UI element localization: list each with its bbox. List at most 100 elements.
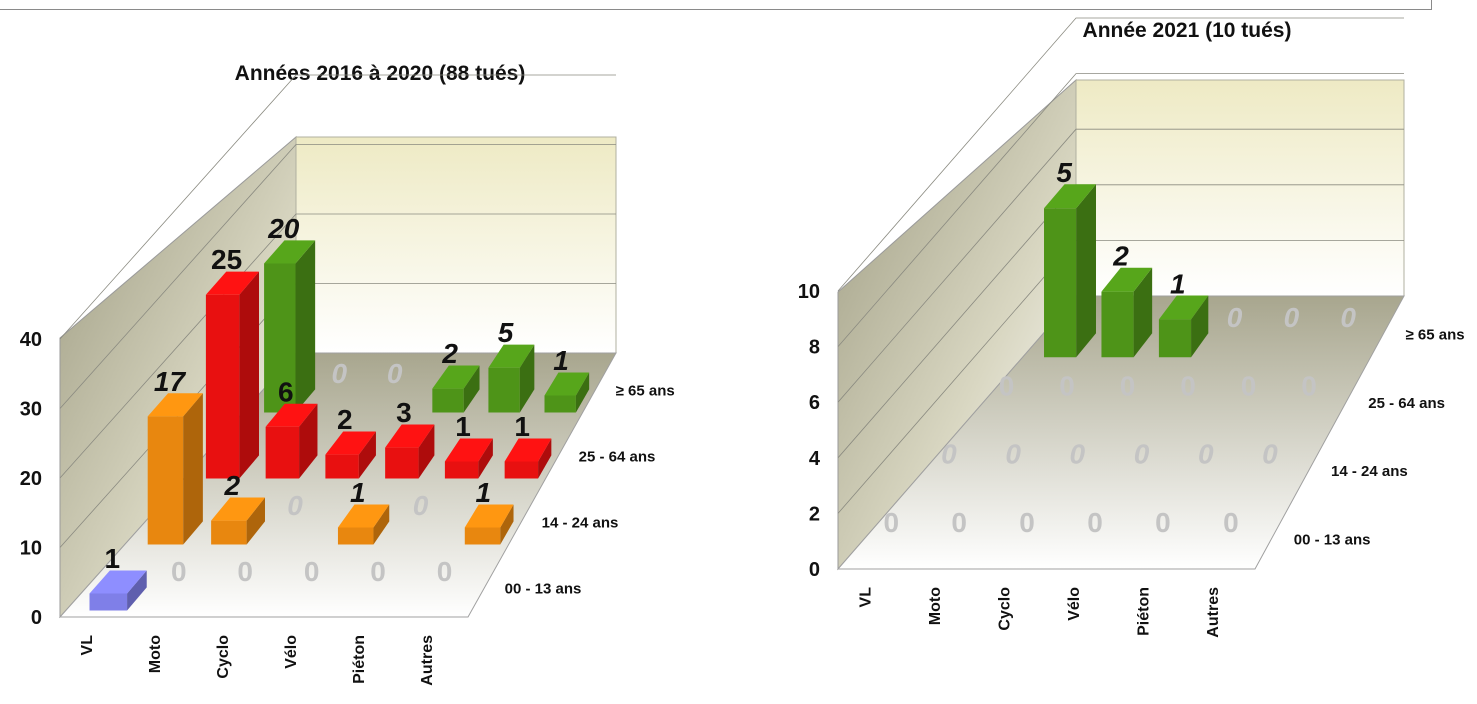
depth-category-label: 14 - 24 ans bbox=[542, 514, 619, 531]
data-label: 2 bbox=[337, 404, 353, 435]
gridline bbox=[59, 74, 616, 340]
data-label: 1 bbox=[105, 543, 121, 574]
floor bbox=[836, 295, 1405, 570]
y-tick-label: 0 bbox=[31, 607, 42, 629]
data-label: 0 bbox=[1005, 439, 1021, 470]
x-category-label: VL bbox=[857, 587, 874, 608]
data-label: 0 bbox=[1120, 370, 1136, 401]
y-axis-ticks: 0 2 4 6 8 10 bbox=[798, 281, 821, 581]
x-axis-categories: VL Moto Cyclo Vélo Piéton Autres bbox=[79, 635, 436, 686]
data-label: 0 bbox=[1059, 370, 1075, 401]
x-category-label: Autres bbox=[419, 635, 436, 686]
bar bbox=[89, 570, 147, 611]
y-tick-label: 10 bbox=[20, 538, 42, 560]
chart-title: Années 2016 à 2020 (88 tués) bbox=[235, 62, 526, 85]
depth-category-label: 00 - 13 ans bbox=[505, 580, 582, 597]
data-label: 0 bbox=[171, 556, 187, 587]
back-wall bbox=[1075, 79, 1405, 297]
bar bbox=[147, 393, 203, 545]
y-tick-label: 2 bbox=[809, 503, 820, 525]
chart-title: Année 2021 (10 tués) bbox=[1083, 19, 1292, 42]
y-tick-label: 4 bbox=[809, 448, 821, 470]
depth-category-label: ≥ 65 ans bbox=[1406, 327, 1465, 344]
bar bbox=[337, 504, 390, 545]
x-category-label: Cyclo bbox=[996, 587, 1013, 631]
data-label: 1 bbox=[1170, 268, 1186, 299]
x-category-label: Cyclo bbox=[215, 635, 232, 679]
data-label: 5 bbox=[498, 317, 514, 348]
data-label: 1 bbox=[455, 411, 471, 442]
data-label: 2 bbox=[1112, 241, 1129, 272]
data-label: 0 bbox=[387, 358, 403, 389]
data-label: 1 bbox=[350, 477, 366, 508]
data-label: 0 bbox=[951, 507, 967, 538]
depth-category-label: 14 - 24 ans bbox=[1331, 463, 1408, 480]
x-axis-categories: VL Moto Cyclo Vélo Piéton Autres bbox=[857, 587, 1221, 638]
data-label: 2 bbox=[223, 470, 240, 501]
depth-category-label: 25 - 64 ans bbox=[1368, 395, 1445, 412]
data-label: 20 bbox=[267, 213, 300, 244]
data-label: 0 bbox=[1198, 439, 1214, 470]
data-label: 0 bbox=[287, 490, 303, 521]
data-label: 2 bbox=[441, 338, 458, 369]
data-label: 0 bbox=[1223, 507, 1239, 538]
data-label: 0 bbox=[1241, 370, 1257, 401]
gridline bbox=[59, 213, 616, 479]
depth-axis-categories: 00 - 13 ans 14 - 24 ans 25 - 64 ans ≥ 65 an… bbox=[505, 382, 675, 597]
data-label: 0 bbox=[1340, 302, 1356, 333]
data-label: 0 bbox=[237, 556, 253, 587]
data-label: 0 bbox=[1087, 507, 1103, 538]
bar bbox=[205, 271, 260, 479]
x-category-label: Piéton bbox=[1135, 587, 1152, 636]
bar bbox=[504, 438, 552, 479]
y-tick-label: 0 bbox=[809, 559, 820, 581]
data-label: 0 bbox=[1070, 439, 1086, 470]
data-label: 1 bbox=[514, 411, 530, 442]
gridline bbox=[837, 73, 1404, 347]
data-label: 0 bbox=[413, 490, 429, 521]
bar bbox=[432, 365, 480, 413]
top-divider bbox=[0, 0, 1432, 10]
data-label: 1 bbox=[553, 345, 569, 376]
bar bbox=[1101, 267, 1153, 358]
bars bbox=[1044, 184, 1209, 358]
x-category-label: Moto bbox=[927, 587, 944, 625]
x-category-label: Vélo bbox=[283, 635, 300, 669]
data-label: 3 bbox=[396, 397, 412, 428]
gridline bbox=[59, 144, 616, 409]
data-labels: 5 2 1 0 0 0 0 0 0 0 0 0 0 0 0 0 0 0 0 0 0 0 0 0 bbox=[883, 157, 1356, 538]
data-label: 0 bbox=[331, 358, 347, 389]
data-label: 0 bbox=[1227, 302, 1243, 333]
back-wall bbox=[295, 136, 617, 354]
data-label: 0 bbox=[1155, 507, 1171, 538]
y-tick-label: 20 bbox=[20, 468, 42, 490]
y-axis-ticks: 0 10 20 30 40 bbox=[20, 329, 42, 629]
depth-category-label: 00 - 13 ans bbox=[1294, 531, 1371, 548]
data-label: 6 bbox=[278, 376, 294, 407]
bar bbox=[544, 372, 590, 413]
y-tick-label: 30 bbox=[20, 399, 42, 421]
x-category-label: Vélo bbox=[1066, 587, 1083, 621]
bar bbox=[444, 438, 493, 479]
data-label: 0 bbox=[883, 507, 899, 538]
bar bbox=[488, 344, 535, 413]
gridline bbox=[837, 17, 1404, 292]
bar bbox=[325, 431, 376, 479]
bar bbox=[211, 497, 265, 545]
x-category-label: Autres bbox=[1205, 587, 1222, 638]
data-label: 0 bbox=[304, 556, 320, 587]
y-tick-label: 8 bbox=[809, 337, 820, 359]
bars bbox=[89, 240, 590, 611]
y-tick-label: 40 bbox=[20, 329, 42, 351]
depth-category-label: ≥ 65 ans bbox=[616, 382, 675, 399]
x-category-label: Moto bbox=[147, 635, 164, 673]
data-label: 0 bbox=[1019, 507, 1035, 538]
data-label: 1 bbox=[476, 477, 492, 508]
depth-axis-categories: 00 - 13 ans 14 - 24 ans 25 - 64 ans ≥ 65 an… bbox=[1294, 327, 1465, 549]
data-label: 0 bbox=[1180, 370, 1196, 401]
bar bbox=[385, 424, 435, 479]
bar bbox=[464, 504, 514, 545]
